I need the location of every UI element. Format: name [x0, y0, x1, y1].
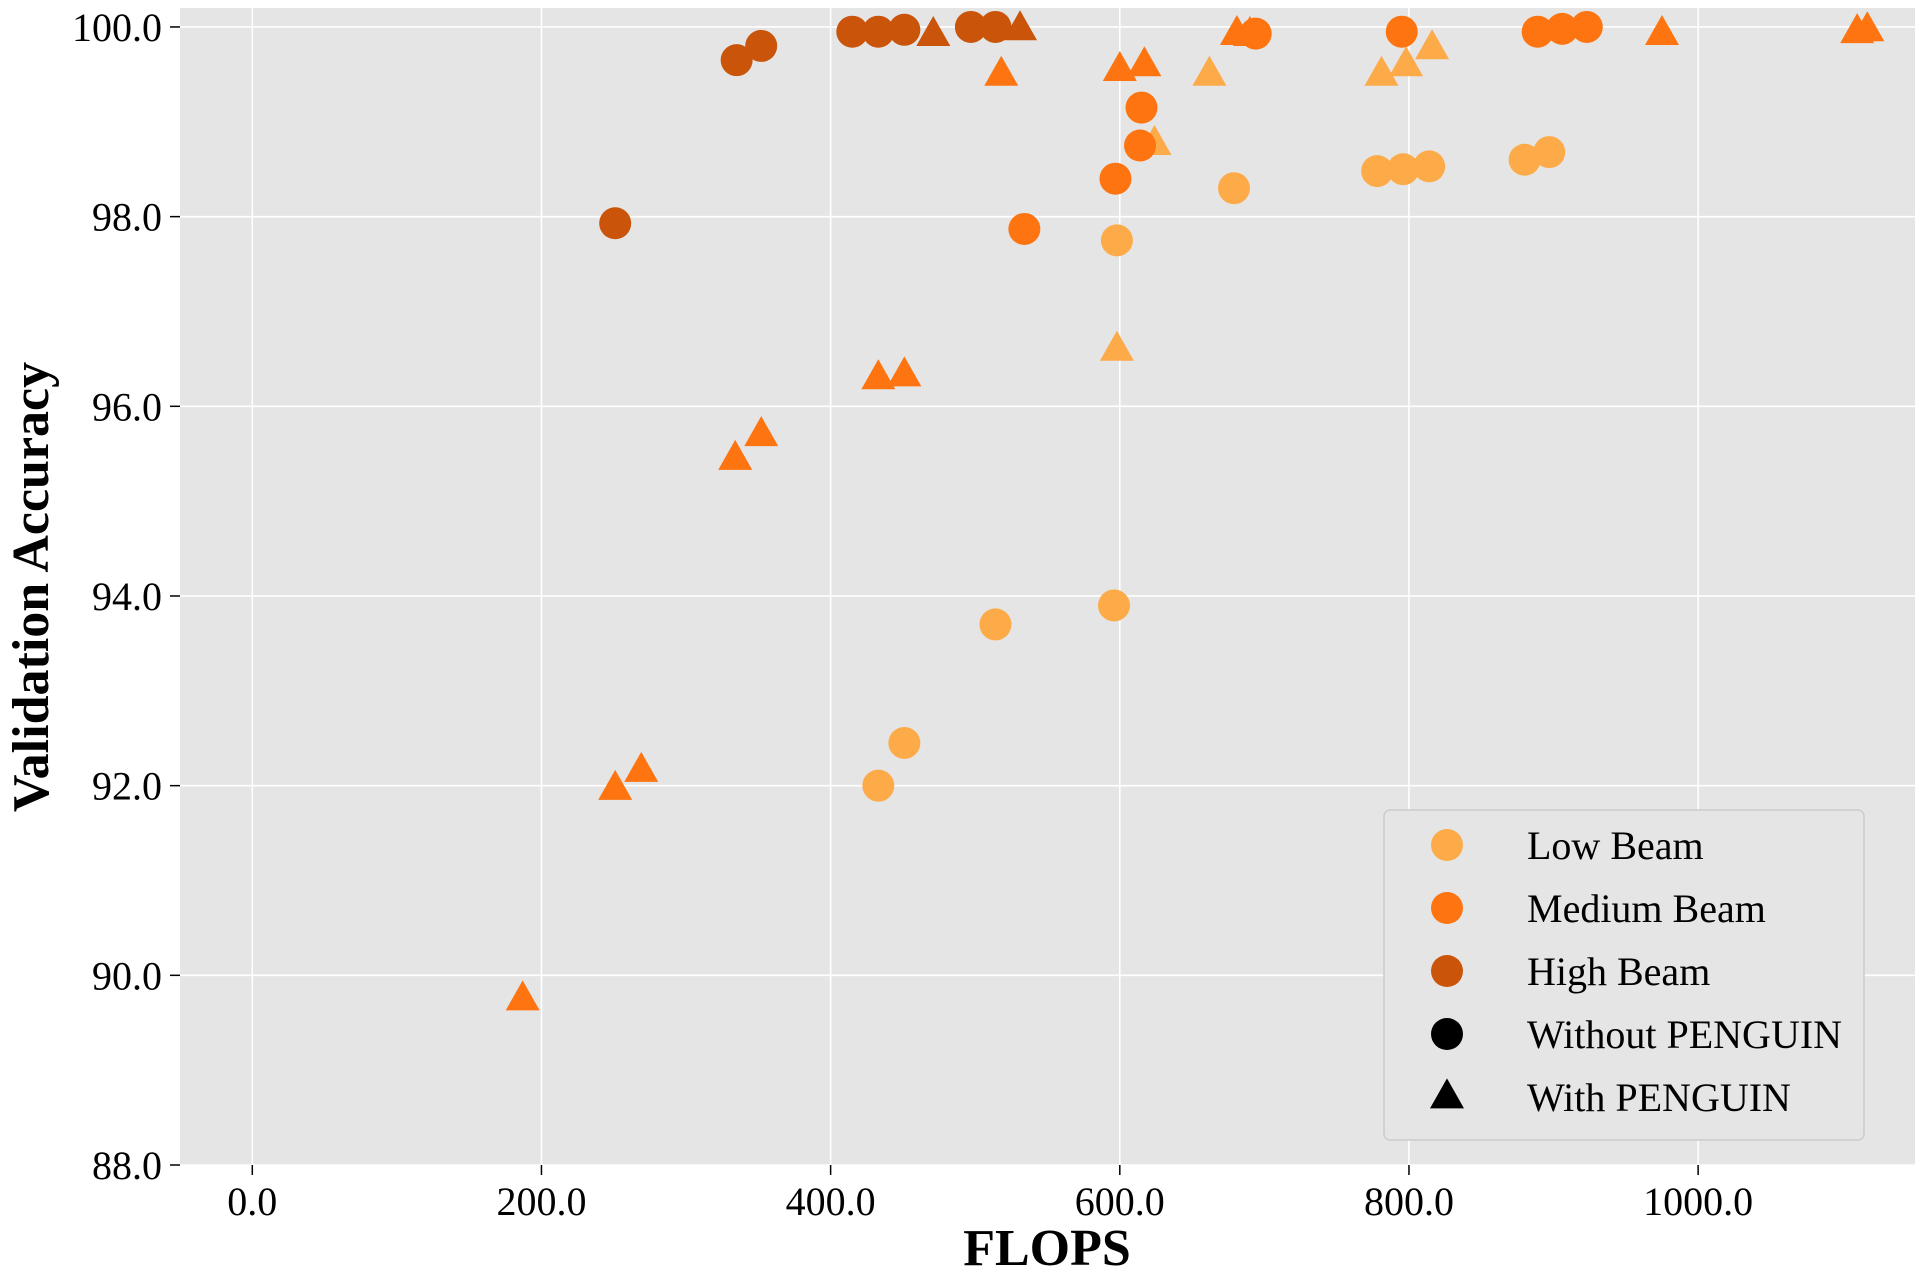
data-point-circle: [1100, 224, 1133, 257]
legend-label: Low Beam: [1527, 823, 1704, 868]
y-axis-ticks: 88.0 90.0 92.0 94.0 96.0 98.0 100.0: [72, 5, 180, 1188]
data-point-circle: [1385, 15, 1418, 48]
x-tick-label: 400.0: [786, 1179, 876, 1224]
legend-marker-circle: [1431, 829, 1463, 861]
data-point-triangle: [1415, 29, 1450, 60]
data-point-triangle: [718, 439, 753, 470]
data-point-circle: [1218, 172, 1251, 205]
data-point-triangle: [887, 356, 922, 387]
data-point-triangle: [1127, 46, 1162, 77]
y-axis-title: Validation Accuracy: [3, 362, 60, 812]
data-point-triangle: [861, 359, 896, 390]
y-tick-label: 94.0: [92, 574, 162, 619]
data-point-circle: [1361, 155, 1394, 188]
y-tick-label: 100.0: [72, 5, 162, 50]
legend-marker-circle: [1431, 955, 1463, 987]
y-tick-label: 88.0: [92, 1143, 162, 1188]
data-point-triangle: [1003, 10, 1038, 41]
data-point-triangle: [1099, 330, 1134, 361]
data-point-circle: [862, 15, 895, 48]
legend-box: [1383, 809, 1865, 1141]
data-point-circle: [862, 769, 895, 802]
x-tick-label: 200.0: [496, 1179, 586, 1224]
data-point-circle: [1125, 91, 1158, 124]
data-point-circle: [1508, 143, 1541, 176]
x-axis-ticks: 0.0 200.0 400.0 600.0 800.0 1000.0: [227, 1165, 1753, 1224]
data-point-circle: [1099, 162, 1132, 195]
data-point-circle: [836, 15, 869, 48]
data-point-circle: [1387, 153, 1420, 186]
legend-label: Without PENGUIN: [1527, 1012, 1842, 1057]
data-point-triangle: [1102, 51, 1137, 82]
data-points: [505, 10, 1885, 1011]
x-tick-label: 1000.0: [1643, 1179, 1753, 1224]
data-point-circle: [954, 10, 987, 43]
legend-marker-triangle: [1430, 1078, 1464, 1109]
data-point-circle: [1546, 12, 1579, 45]
data-point-circle: [745, 29, 778, 62]
data-point-triangle: [505, 980, 540, 1011]
data-point-circle: [1533, 136, 1566, 169]
data-point-triangle: [1850, 11, 1885, 42]
data-point-triangle: [598, 769, 633, 800]
data-point-triangle: [984, 55, 1019, 86]
x-tick-label: 0.0: [227, 1179, 277, 1224]
y-tick-label: 98.0: [92, 195, 162, 240]
y-tick-label: 92.0: [92, 764, 162, 809]
data-point-circle: [979, 10, 1012, 43]
data-point-circle: [1413, 150, 1446, 183]
x-tick-label: 600.0: [1075, 1179, 1165, 1224]
data-point-triangle: [1364, 55, 1399, 86]
legend-label: With PENGUIN: [1527, 1075, 1791, 1120]
data-point-triangle: [1644, 15, 1679, 46]
data-point-triangle: [1389, 46, 1424, 77]
x-axis-title: FLOPS: [963, 1220, 1131, 1277]
data-point-circle: [1124, 129, 1157, 162]
data-point-circle: [1008, 212, 1041, 245]
legend-label: High Beam: [1527, 949, 1710, 994]
data-point-circle: [720, 44, 753, 77]
data-point-circle: [599, 207, 632, 240]
data-point-circle: [888, 13, 921, 46]
x-tick-label: 800.0: [1364, 1179, 1454, 1224]
data-point-circle: [1570, 10, 1603, 43]
data-point-circle: [888, 726, 921, 759]
data-point-triangle: [1232, 15, 1267, 46]
data-point-circle: [979, 608, 1012, 641]
data-point-triangle: [744, 416, 779, 447]
legend-marker-circle: [1431, 1018, 1463, 1050]
data-point-triangle: [1192, 55, 1227, 86]
data-point-circle: [1521, 15, 1554, 48]
y-tick-label: 90.0: [92, 953, 162, 998]
legend: Low Beam Medium Beam High Beam Without PENG…: [1383, 809, 1865, 1141]
grid-lines: [180, 8, 1915, 1166]
y-tick-label: 96.0: [92, 384, 162, 429]
data-point-triangle: [916, 15, 951, 46]
legend-marker-circle: [1431, 892, 1463, 924]
data-point-triangle: [624, 751, 659, 782]
legend-label: Medium Beam: [1527, 886, 1766, 931]
data-point-circle: [1098, 589, 1131, 622]
